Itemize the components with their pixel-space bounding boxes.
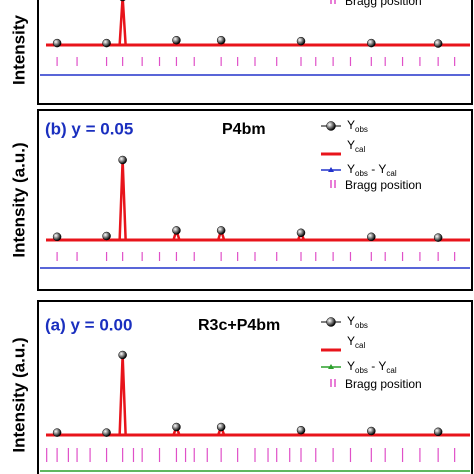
legend-label: Yobs	[347, 118, 368, 134]
legend-obs-marker	[326, 317, 336, 327]
obs-point	[102, 428, 111, 437]
panel-label: (b) y = 0.05	[45, 119, 133, 138]
legend-subscript: obs	[355, 321, 368, 330]
legend-label: Ycal	[347, 334, 365, 350]
obs-point	[102, 38, 111, 48]
legend-diff-marker	[328, 364, 334, 369]
legend-label: Bragg position	[345, 0, 422, 8]
panel-frame	[37, 300, 473, 474]
obs-point	[433, 233, 443, 242]
obs-point	[216, 422, 226, 432]
legend-text: Y	[347, 138, 355, 152]
legend-subscript: obs	[355, 169, 368, 178]
y-axis-label: Intensity (a.u.)	[9, 142, 28, 257]
legend-subscript: obs	[355, 125, 368, 134]
obs-point	[102, 231, 111, 241]
phase-label: R3c+P4bm	[198, 317, 280, 334]
obs-point	[216, 35, 226, 45]
obs-point	[52, 428, 62, 437]
obs-point	[367, 38, 376, 48]
calc-peak	[118, 0, 127, 46]
obs-point	[216, 226, 226, 235]
obs-point	[367, 232, 376, 242]
legend-text: Y	[347, 359, 355, 373]
legend-subscript: obs	[355, 366, 368, 375]
legend-label: Yobs	[347, 314, 368, 330]
obs-point	[433, 427, 443, 437]
legend-text: Y	[347, 334, 355, 348]
legend-diff-marker	[328, 167, 334, 172]
legend-label: Yobs - Ycal	[347, 359, 397, 375]
legend-text: Y	[347, 118, 355, 132]
legend-label: Bragg position	[345, 178, 422, 192]
legend-text: Y	[347, 162, 355, 176]
panel-label: (a) y = 0.00	[45, 315, 132, 334]
legend-text: - Y	[368, 359, 386, 373]
obs-point	[172, 35, 181, 45]
phase-label: P4bm	[222, 121, 266, 138]
obs-point	[296, 228, 306, 238]
obs-point	[367, 426, 376, 436]
legend-text: - Y	[368, 162, 386, 176]
obs-point	[296, 425, 306, 435]
legend-text: Y	[347, 314, 355, 328]
y-axis-label: Intensity	[9, 15, 28, 85]
obs-point	[433, 39, 443, 48]
obs-point	[119, 0, 126, 2]
y-axis-label: Intensity (a.u.)	[9, 337, 28, 452]
obs-point	[118, 155, 127, 165]
obs-point	[52, 38, 62, 48]
obs-point	[52, 232, 62, 242]
legend-subscript: cal	[355, 341, 365, 350]
legend-obs-marker	[326, 121, 336, 131]
legend-label: Ycal	[347, 138, 365, 154]
legend-subscript: cal	[355, 145, 365, 154]
legend-subscript: cal	[386, 366, 396, 375]
panel-frame	[37, 0, 473, 105]
calc-peak	[118, 354, 127, 436]
obs-point	[172, 226, 181, 235]
obs-point	[172, 422, 181, 432]
obs-point	[118, 350, 127, 360]
legend-subscript: cal	[386, 169, 396, 178]
obs-point	[296, 36, 306, 46]
calc-peak	[118, 159, 127, 241]
panel-frame	[37, 109, 473, 291]
legend-label: Yobs - Ycal	[347, 162, 397, 178]
legend-label: Bragg position	[345, 377, 422, 391]
